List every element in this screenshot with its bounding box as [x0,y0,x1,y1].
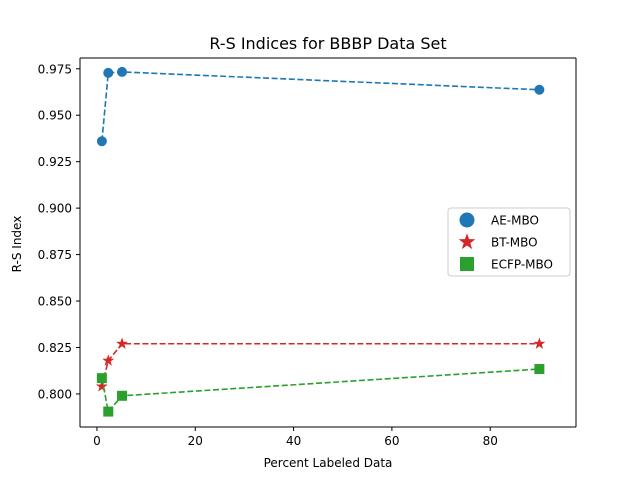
x-axis-label: Percent Labeled Data [264,456,393,470]
legend-label-ecfp-mbo: ECFP-MBO [491,258,553,272]
legend-box [447,207,571,277]
y-tick-label: 0.975 [38,62,72,76]
y-tick-label: 0.800 [38,387,72,401]
data-point-ae-mbo [103,67,114,78]
y-tick-label: 0.825 [38,341,72,355]
axis-ticks: 0 20 40 60 80 0.800 0.825 0.850 0.875 0.900 0.925 0… [38,62,498,448]
data-point-ecfp-mbo [103,406,114,417]
chart-title: R-S Indices for BBBP Data Set [209,34,446,53]
legend-marker-ecfp-mbo [460,257,474,271]
y-tick-label: 0.875 [38,248,72,262]
data-point-ecfp-mbo [117,390,128,401]
y-axis-label: R-S Index [10,216,24,273]
x-tick-label: 20 [188,434,203,448]
y-tick-label: 0.850 [38,295,72,309]
data-point-ecfp-mbo [534,364,545,375]
data-point-ecfp-mbo [96,373,107,384]
legend-item-ecfp-mbo: ECFP-MBO [460,257,553,272]
legend-item-bt-mbo: BT-MBO [458,233,538,250]
x-tick-label: 60 [384,434,399,448]
x-tick-label: 0 [93,434,101,448]
data-point-ae-mbo [534,84,545,95]
x-tick-label: 80 [483,434,498,448]
data-point-bt-mbo [95,380,108,392]
legend-item-ae-mbo: AE-MBO [459,212,539,228]
data-point-ae-mbo [96,136,107,147]
series-ae-mbo [96,66,545,147]
legend: AE-MBO BT-MBO ECFP-MBO [447,207,571,277]
y-tick-label: 0.925 [38,155,72,169]
data-point-bt-mbo [533,337,546,349]
y-tick-label: 0.950 [38,109,72,123]
y-tick-label: 0.900 [38,202,72,216]
data-point-bt-mbo [102,354,115,366]
data-point-ae-mbo [117,66,128,77]
legend-marker-bt-mbo [458,233,476,250]
series-ecfp-mbo [96,364,545,417]
series-line-ecfp-mbo [101,368,540,414]
legend-label-bt-mbo: BT-MBO [491,236,538,250]
data-point-bt-mbo [116,337,128,349]
legend-marker-ae-mbo [459,212,475,228]
x-tick-label: 40 [286,434,301,448]
legend-label-ae-mbo: AE-MBO [491,214,539,228]
